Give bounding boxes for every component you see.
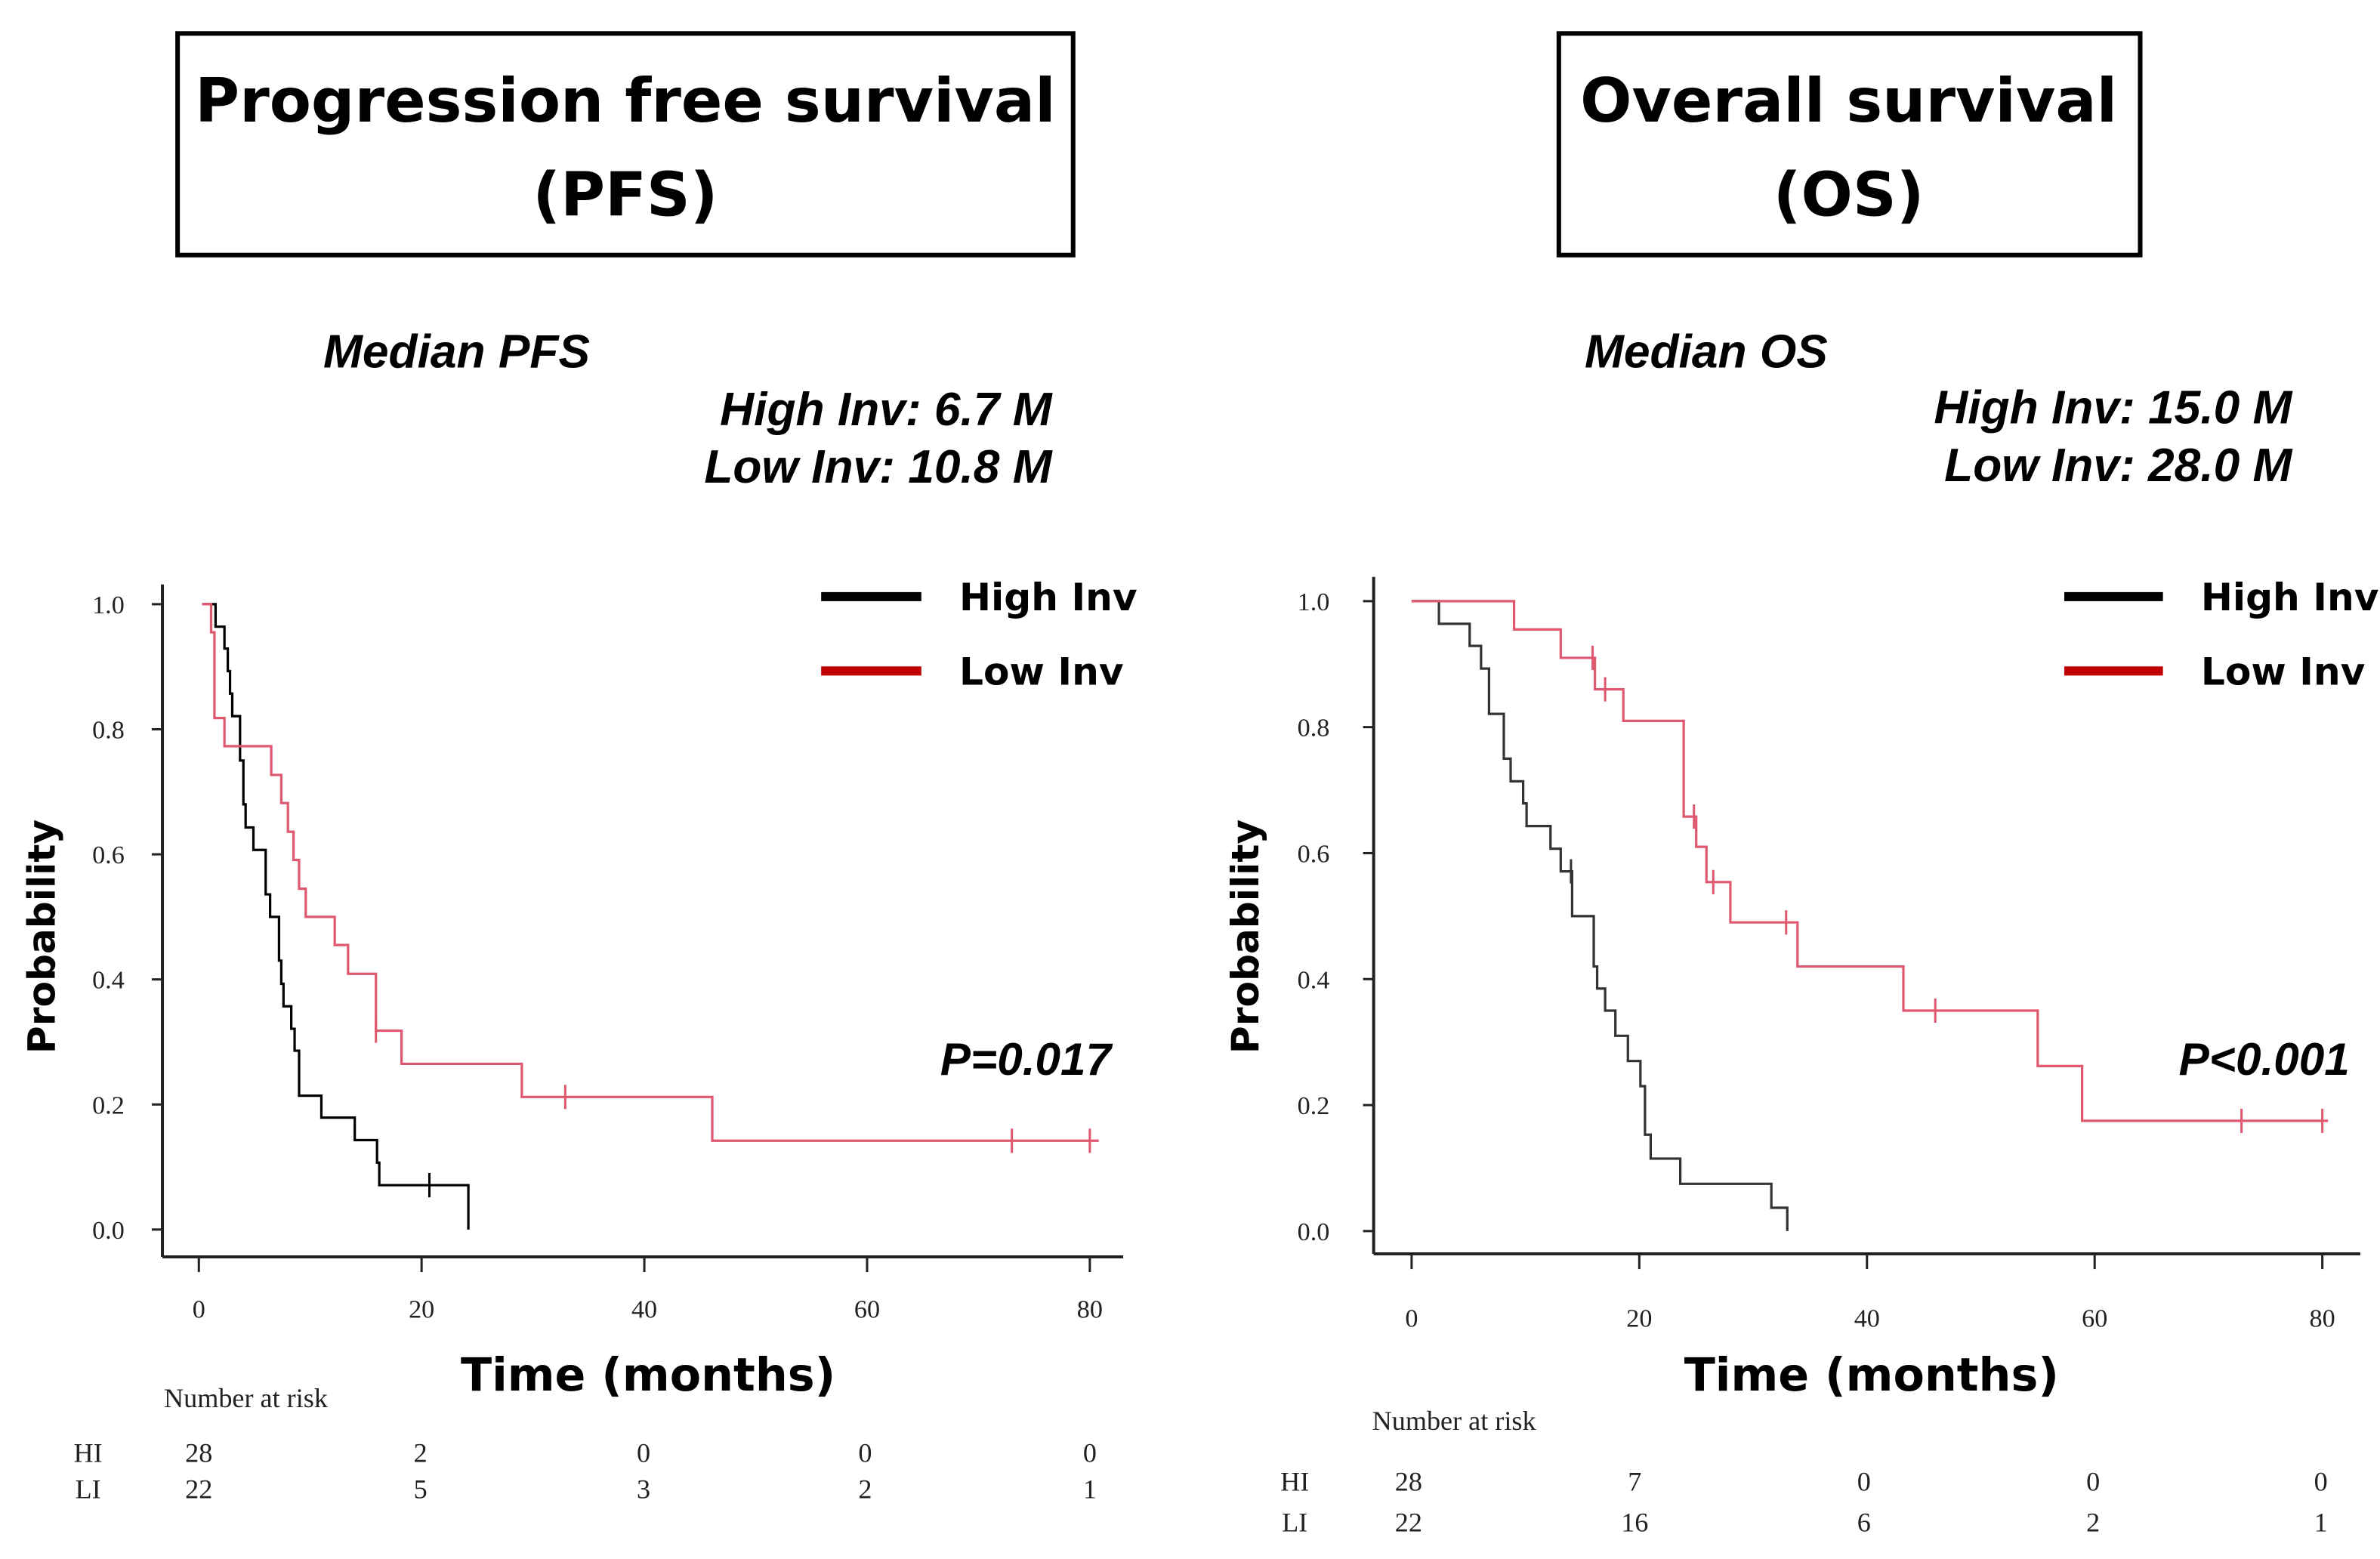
pfs-curve-high-inv [202,603,470,1230]
pfs-title-box [175,31,1076,258]
os-y-tick-label: 0.8 [1298,715,1330,742]
os-legend-label: High Inv [2201,575,2379,619]
pfs-median-high: High Inv: 6.7 M [720,384,1053,436]
os-risk-value: 16 [1621,1508,1648,1538]
pfs-risk-value: 0 [858,1437,872,1468]
pfs-x-tick-label: 20 [409,1295,434,1323]
os-risk-value: 0 [1857,1466,1871,1496]
os-risk-value: 1 [2314,1508,2328,1538]
os-x-tick-label: 40 [1854,1304,1880,1332]
pfs-risk-value: 5 [414,1474,428,1505]
os-y-axis-label: Probability [1223,820,1267,1054]
pfs-y-tick-label: 0.4 [92,967,125,995]
os-curve-high-inv [1411,600,1789,1231]
pfs-risk-row-label: HI [73,1437,102,1468]
os-x-tick-label: 0 [1405,1304,1418,1332]
os-risk-value: 0 [2086,1466,2100,1496]
os-risk-value: 28 [1395,1466,1422,1496]
pfs-x-tick-label: 60 [854,1295,880,1323]
pfs-legend-label: Low Inv [959,649,1124,693]
pfs-curve-low-inv [202,603,1099,1142]
pfs-risk-value: 2 [414,1437,428,1468]
pfs-y-tick-label: 0.0 [92,1217,125,1245]
pfs-x-axis-label: Time (months) [461,1349,835,1402]
os-title-abbrev: (OS) [1773,159,1925,230]
os-x-axis-label: Time (months) [1684,1349,2059,1402]
os-panel: Overall survival (OS) Median OS High Inv… [1223,31,2378,1538]
os-y-tick-label: 0.6 [1298,841,1330,869]
os-title-box [1556,31,2143,258]
pfs-risk-value: 2 [858,1474,872,1505]
os-risk-value: 0 [2314,1466,2328,1496]
os-x-tick-label: 20 [1626,1304,1652,1332]
os-x-tick-label: 80 [2310,1304,2335,1332]
pfs-risk-title: Number at risk [164,1383,329,1413]
os-risk-value: 22 [1395,1508,1422,1538]
pfs-x-tick-label: 80 [1077,1295,1103,1323]
os-y-tick-label: 1.0 [1298,588,1330,616]
pfs-y-tick-label: 1.0 [92,591,125,619]
pfs-risk-value: 3 [637,1474,650,1505]
os-risk-row-label: LI [1282,1508,1307,1538]
pfs-y-tick-label: 0.6 [92,841,125,869]
pfs-panel: Progression free survival (PFS) Median P… [19,31,1138,1505]
pfs-title-abbrev: (PFS) [532,159,718,230]
pfs-risk-value: 0 [1083,1437,1097,1468]
os-risk-value: 7 [1628,1466,1641,1496]
os-curve-low-inv [1411,600,2329,1122]
pfs-x-tick-label: 40 [631,1295,657,1323]
os-y-tick-label: 0.2 [1298,1092,1330,1120]
pfs-p-value: P=0.017 [940,1033,1113,1085]
os-legend: High Inv Low Inv [2064,575,2378,693]
pfs-legend-label: High Inv [959,575,1138,619]
pfs-y-tick-label: 0.2 [92,1091,125,1119]
os-plot-area: 0.0 0.2 0.4 0.6 0.8 1.0 0 20 40 60 80 HI 28 7 0 0 0 LI 22 1… [1280,576,2360,1538]
os-y-tick-label: 0.0 [1298,1218,1330,1246]
pfs-y-axis-label: Probability [19,820,63,1054]
pfs-x-tick-label: 0 [193,1295,205,1323]
os-risk-value: 2 [2086,1508,2100,1538]
os-median-high: High Inv: 15.0 M [1934,382,2292,434]
pfs-median-low: Low Inv: 10.8 M [704,441,1052,493]
pfs-risk-value: 22 [185,1474,212,1505]
pfs-median-heading: Median PFS [323,326,590,378]
pfs-risk-value: 0 [637,1437,650,1468]
pfs-y-tick-label: 0.8 [92,717,125,745]
os-risk-title: Number at risk [1372,1406,1537,1436]
os-title: Overall survival [1580,65,2117,136]
os-x-tick-label: 60 [2082,1304,2107,1332]
pfs-legend: High Inv Low Inv [821,575,1138,693]
pfs-risk-value: 28 [185,1437,212,1468]
os-legend-label: Low Inv [2201,649,2366,693]
os-median-heading: Median OS [1585,326,1828,378]
os-y-tick-label: 0.4 [1298,966,1330,994]
os-risk-value: 6 [1857,1508,1871,1538]
pfs-title: Progression free survival [195,65,1056,136]
pfs-risk-row-label: LI [75,1474,100,1505]
os-risk-row-label: HI [1280,1466,1309,1496]
os-p-value: P<0.001 [2179,1033,2350,1085]
pfs-risk-value: 1 [1083,1474,1097,1505]
os-median-low: Low Inv: 28.0 M [1944,440,2292,492]
